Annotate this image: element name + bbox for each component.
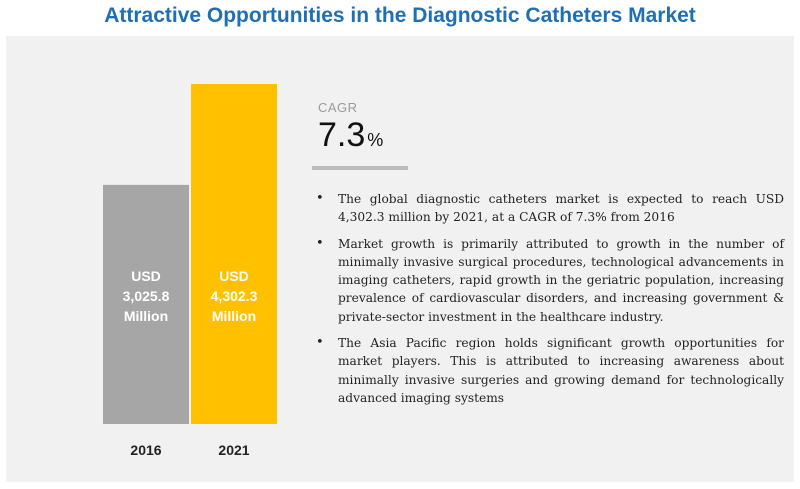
key-points-list: The global diagnostic catheters market i… — [316, 190, 784, 415]
cagr-block: CAGR 7.3% — [318, 100, 383, 158]
cagr-value: 7.3% — [318, 117, 383, 158]
data-label-2016: Million — [124, 308, 168, 324]
cagr-label: CAGR — [318, 100, 358, 115]
page-title: Attractive Opportunities in the Diagnost… — [104, 4, 696, 27]
cagr-underline — [312, 166, 408, 170]
x-tick-label: 2021 — [218, 442, 249, 458]
data-label-2021: 4,302.3 — [211, 288, 258, 304]
bar-2021 — [191, 84, 277, 424]
data-label-2016: 3,025.8 — [123, 288, 170, 304]
data-label-2016: USD — [131, 268, 161, 284]
key-point: Market growth is primarily attributed to… — [316, 235, 784, 326]
cagr-unit: % — [367, 130, 384, 150]
cagr-number: 7.3 — [318, 116, 366, 154]
data-label-2021: USD — [219, 268, 249, 284]
data-label-2021: Million — [212, 308, 256, 324]
x-tick-label: 2016 — [130, 442, 161, 458]
key-point: The global diagnostic catheters market i… — [316, 190, 784, 227]
key-point: The Asia Pacific region holds significan… — [316, 334, 784, 407]
bar-2016 — [103, 184, 189, 424]
